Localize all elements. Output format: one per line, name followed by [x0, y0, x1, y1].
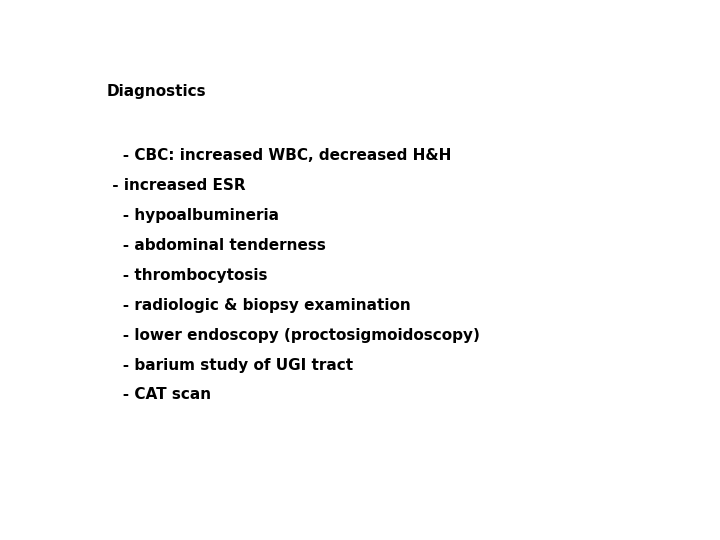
Text: - increased ESR: - increased ESR [107, 178, 246, 193]
Text: - abdominal tenderness: - abdominal tenderness [107, 238, 325, 253]
Text: - CAT scan: - CAT scan [107, 388, 211, 402]
Text: - thrombocytosis: - thrombocytosis [107, 268, 267, 283]
Text: - lower endoscopy (proctosigmoidoscopy): - lower endoscopy (proctosigmoidoscopy) [107, 328, 480, 342]
Text: Diagnostics: Diagnostics [107, 84, 207, 98]
Text: - barium study of UGI tract: - barium study of UGI tract [107, 357, 353, 373]
Text: - radiologic & biopsy examination: - radiologic & biopsy examination [107, 298, 410, 313]
Text: - hypoalbumineria: - hypoalbumineria [107, 208, 279, 223]
Text: - CBC: increased WBC, decreased H&H: - CBC: increased WBC, decreased H&H [107, 148, 451, 163]
